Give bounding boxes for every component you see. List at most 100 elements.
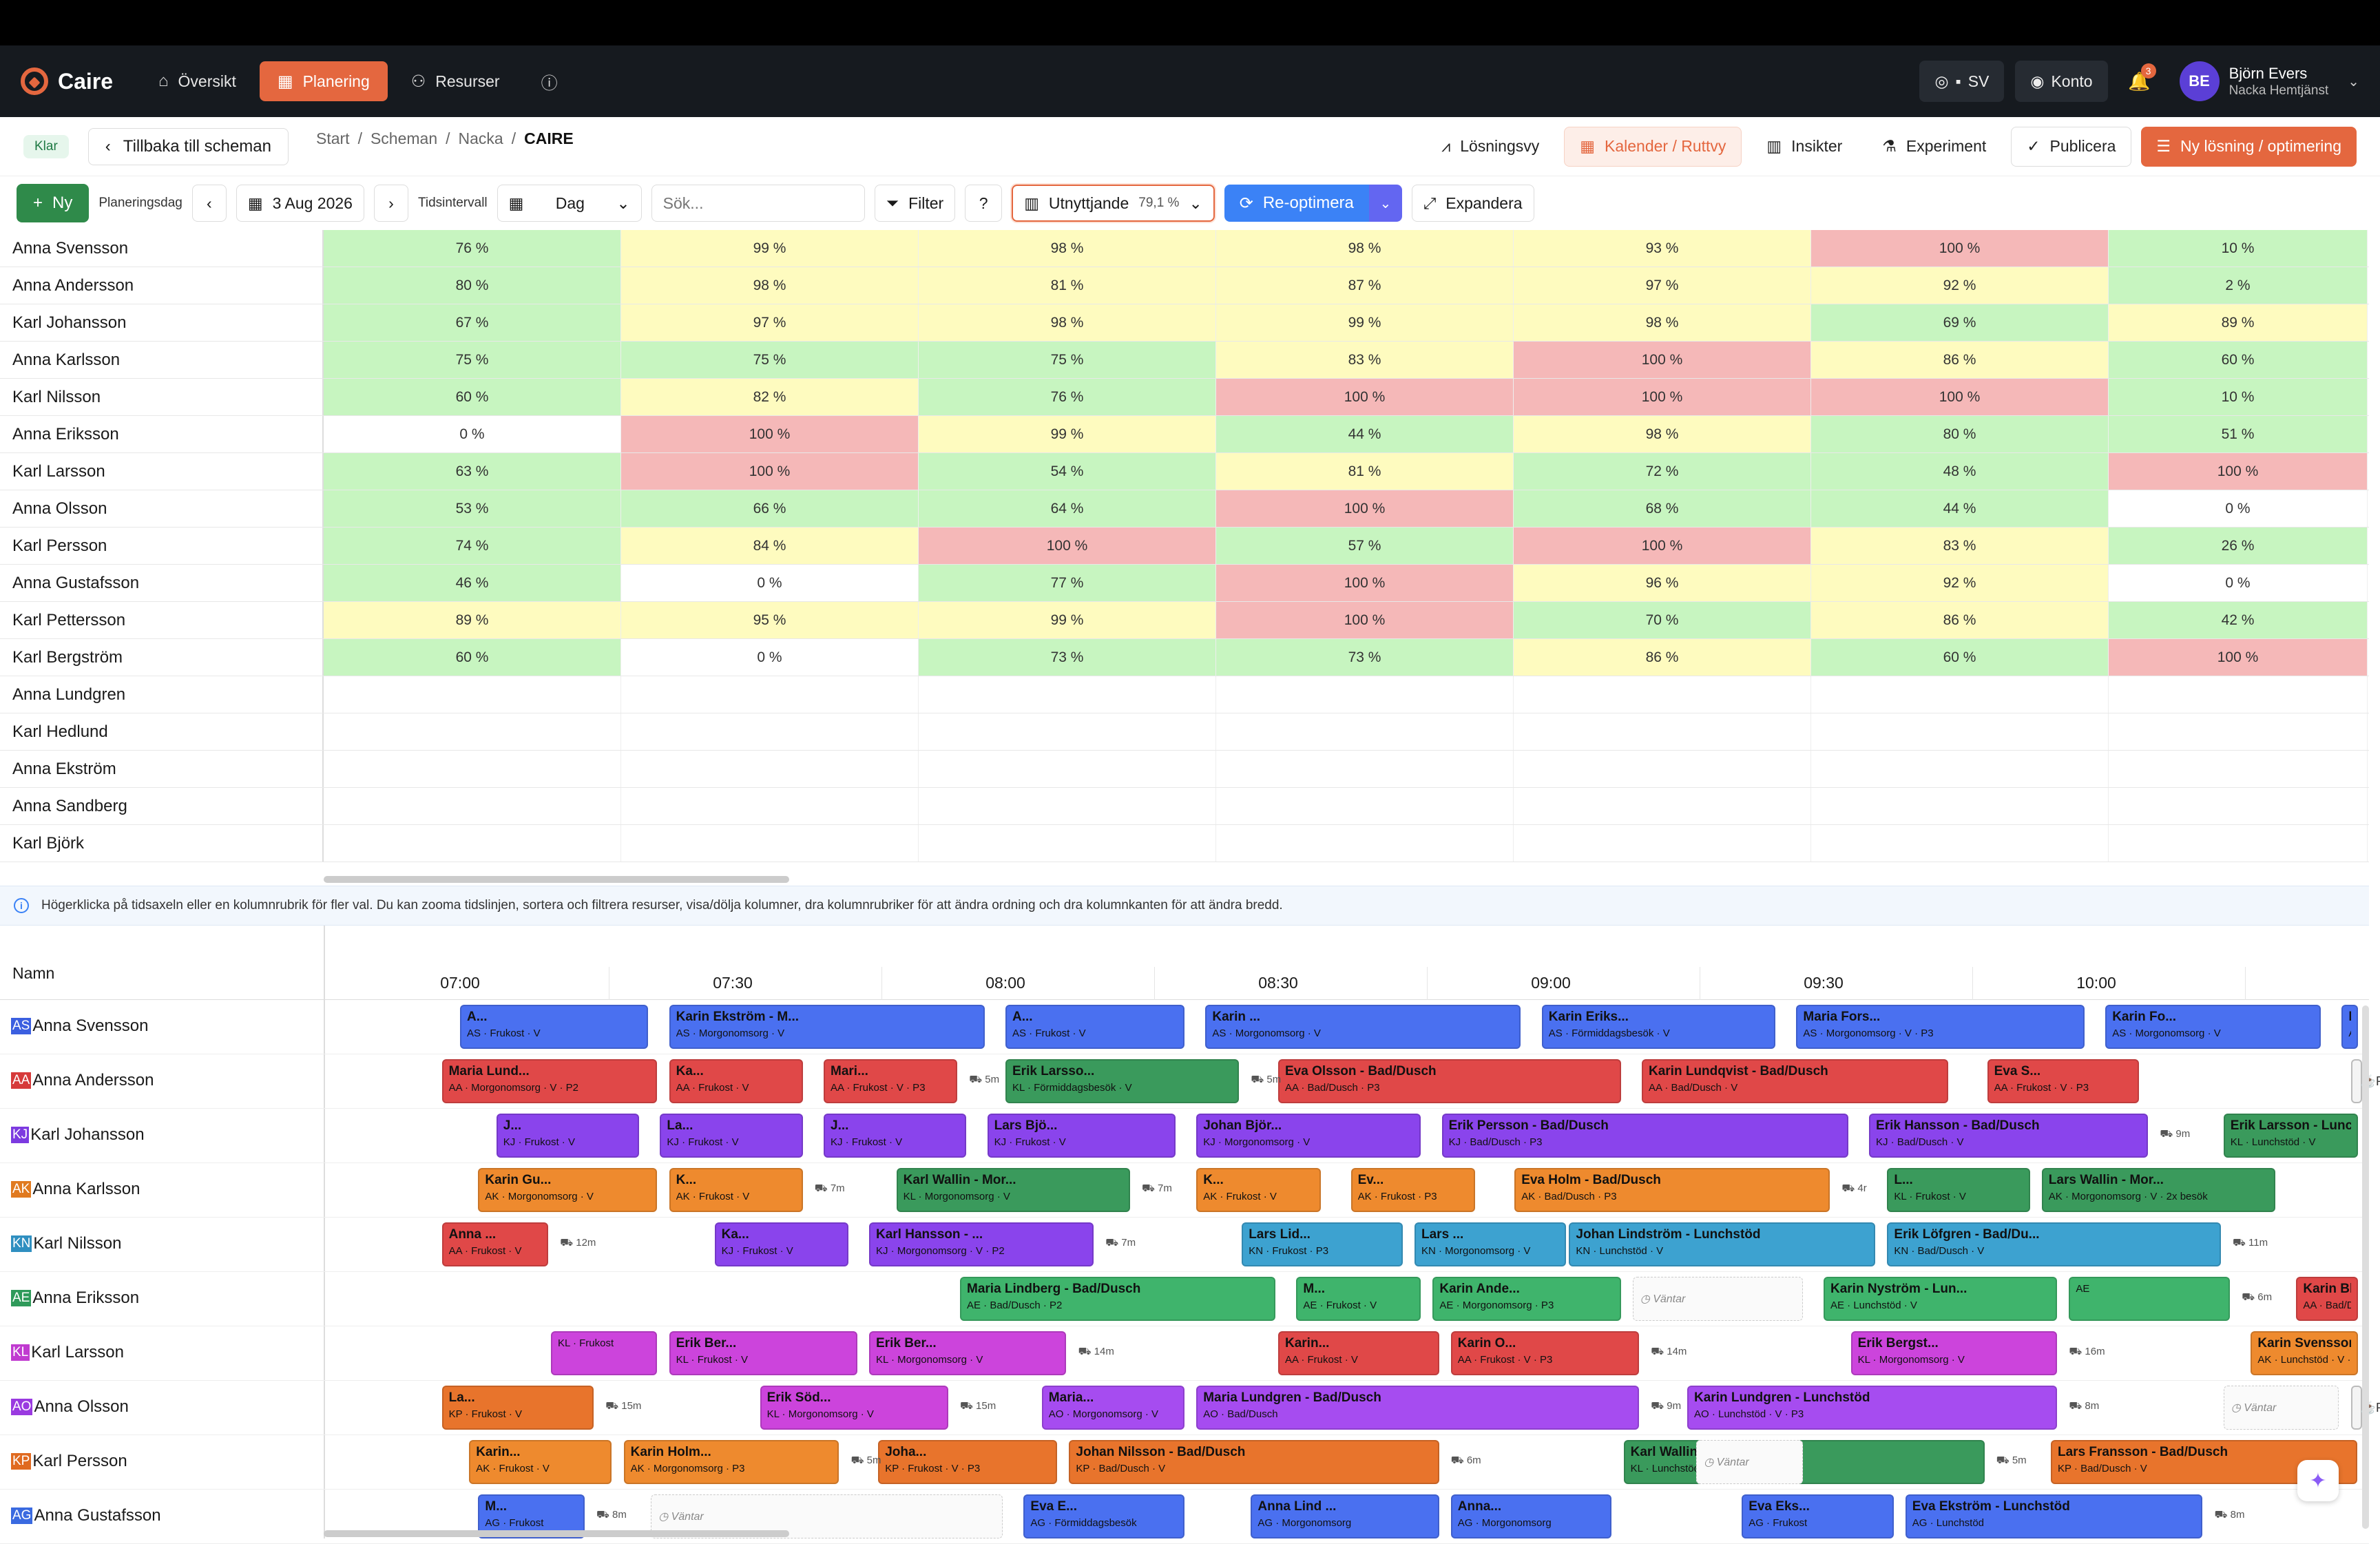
- app-logo[interactable]: Caire: [21, 67, 113, 95]
- heatmap-cell[interactable]: 87 %: [1216, 267, 1514, 304]
- heatmap-cell[interactable]: [919, 751, 1216, 787]
- heatmap-cell[interactable]: [1811, 713, 2109, 750]
- heatmap-cell[interactable]: 10 %: [2109, 379, 2368, 415]
- heatmap-cell[interactable]: 60 %: [2109, 342, 2368, 378]
- visit-block[interactable]: Lars ... KN · Morgonomsorg · V: [1415, 1222, 1567, 1266]
- notifications-button[interactable]: 🔔 3: [2119, 61, 2160, 102]
- insights-button[interactable]: ▥ Insikter: [1751, 127, 1857, 167]
- visit-block[interactable]: Karin Nyström - Lun... AE · Lunchstöd · V: [1824, 1277, 2058, 1321]
- heatmap-cell[interactable]: [1811, 825, 2109, 862]
- language-button[interactable]: ◎ ▪ SV: [1919, 61, 2005, 102]
- visit-block[interactable]: Johan Nilsson - Bad/Dusch KP · Bad/Dusch …: [1069, 1440, 1439, 1484]
- heatmap-cell[interactable]: 81 %: [919, 267, 1216, 304]
- time-tick-label[interactable]: 07:00: [440, 974, 480, 992]
- visit-block[interactable]: Erik Ber... KL · Frukost · V: [669, 1331, 857, 1375]
- visit-block[interactable]: Anna... AG · Morgonomsorg: [1450, 1494, 1612, 1538]
- visit-block[interactable]: KL · Frukost: [551, 1331, 658, 1375]
- heatmap-cell[interactable]: 76 %: [919, 379, 1216, 415]
- heatmap-cell[interactable]: 73 %: [1216, 639, 1514, 676]
- visit-block[interactable]: Erik Söd... KL · Morgonomsorg · V: [760, 1386, 948, 1430]
- search-input[interactable]: [651, 185, 865, 222]
- lane-resource-name[interactable]: AO Anna Olsson: [11, 1397, 129, 1417]
- time-tick-label[interactable]: 10:00: [2076, 974, 2116, 992]
- resource-name[interactable]: Anna Karlsson: [0, 342, 324, 378]
- visit-block[interactable]: Joha... KP · Frukost · V · P3: [878, 1440, 1058, 1484]
- lane-resource-name[interactable]: KP Karl Persson: [11, 1452, 127, 1471]
- heatmap-cell[interactable]: 83 %: [1216, 342, 1514, 378]
- reoptimize-button[interactable]: ⟳ Re-optimera: [1224, 185, 1369, 222]
- interval-select[interactable]: ▦ Dag ⌄: [497, 185, 642, 222]
- heatmap-cell[interactable]: 60 %: [324, 379, 621, 415]
- resource-name[interactable]: Karl Björk: [0, 825, 324, 862]
- heatmap-cell[interactable]: 86 %: [1811, 342, 2109, 378]
- heatmap-cell[interactable]: 100 %: [1514, 528, 1811, 564]
- date-picker[interactable]: ▦ 3 Aug 2026: [236, 185, 364, 222]
- heatmap-cell[interactable]: 0 %: [2109, 565, 2368, 601]
- heatmap-cell[interactable]: 67 %: [324, 304, 621, 341]
- resource-name[interactable]: Anna Svensson: [0, 230, 324, 267]
- breadcrumb-scheman[interactable]: Scheman: [370, 129, 438, 147]
- heatmap-cell[interactable]: 42 %: [2109, 602, 2368, 638]
- visit-block[interactable]: Anna Lind ... AG · Morgonomsorg: [1251, 1494, 1439, 1538]
- visit-block[interactable]: Eva Ekström - Bad/DuschAS · Bad/Dusch · …: [2341, 1005, 2358, 1049]
- lane-resource-name[interactable]: KJ Karl Johansson: [11, 1125, 145, 1145]
- heatmap-cell[interactable]: 98 %: [919, 304, 1216, 341]
- visit-block[interactable]: Eva Ekström - Lunchstöd AG · Lunchstöd: [1905, 1494, 2203, 1538]
- visit-block[interactable]: A... AS · Frukost · V: [1005, 1005, 1184, 1049]
- heatmap-cell[interactable]: [621, 788, 919, 824]
- visit-block[interactable]: Karin ... AS · Morgonomsorg · V: [1205, 1005, 1521, 1049]
- visit-block[interactable]: Karl Wallin - Lunchstöd KL · Lunchstöd · …: [1623, 1440, 1985, 1484]
- column-divider[interactable]: [324, 926, 325, 1538]
- resource-name[interactable]: Anna Andersson: [0, 267, 324, 304]
- resource-name[interactable]: Anna Lundgren: [0, 676, 324, 713]
- heatmap-cell[interactable]: 70 %: [1514, 602, 1811, 638]
- visit-block[interactable]: Karin Ande... AE · Morgonomsorg · P3: [1432, 1277, 1621, 1321]
- name-column-header[interactable]: Namn: [12, 964, 55, 982]
- heatmap-cell[interactable]: 48 %: [1811, 453, 2109, 490]
- heatmap-cell[interactable]: 100 %: [621, 416, 919, 452]
- visit-block[interactable]: Anna ... AA · Frukost · V: [441, 1222, 548, 1266]
- visit-block[interactable]: Eva Olsson - Bad/Dusch AA · Bad/Dusch · P…: [1278, 1059, 1621, 1103]
- heatmap-cell[interactable]: 100 %: [621, 453, 919, 490]
- heatmap-cell[interactable]: 76 %: [324, 230, 621, 267]
- heatmap-cell[interactable]: 98 %: [1514, 416, 1811, 452]
- horizontal-scrollbar[interactable]: [324, 876, 789, 883]
- solution-view-button[interactable]: ⩘ Lösningsvy: [1426, 127, 1554, 167]
- visit-block[interactable]: L... KL · Frukost · V: [1887, 1168, 2030, 1212]
- visit-block[interactable]: Eva E... AG · Förmiddagsbesök: [1023, 1494, 1184, 1538]
- visit-block[interactable]: Karin Eriks... AS · Förmiddagsbesök · V: [1541, 1005, 1775, 1049]
- visit-block[interactable]: Karin Lundgren - Lunchstöd AO · Lunchstöd…: [1687, 1386, 2058, 1430]
- heatmap-cell[interactable]: 73 %: [919, 639, 1216, 676]
- heatmap-cell[interactable]: 83 %: [1811, 528, 2109, 564]
- heatmap-cell[interactable]: [2109, 713, 2368, 750]
- heatmap-cell[interactable]: 92 %: [1811, 565, 2109, 601]
- visit-block[interactable]: Karin Holm... AK · Morgonomsorg · P3: [623, 1440, 839, 1484]
- visit-block[interactable]: Karin Ekström - M... AS · Morgonomsorg · …: [669, 1005, 985, 1049]
- new-solution-button[interactable]: ☰ Ny lösning / optimering: [2141, 126, 2357, 167]
- heatmap-cell[interactable]: [324, 676, 621, 713]
- visit-block[interactable]: Karin... AK · Frukost · V: [469, 1440, 612, 1484]
- heatmap-cell[interactable]: [324, 788, 621, 824]
- heatmap-cell[interactable]: [1216, 788, 1514, 824]
- heatmap-cell[interactable]: 60 %: [324, 639, 621, 676]
- heatmap-cell[interactable]: [1811, 788, 2109, 824]
- heatmap-cell[interactable]: 80 %: [324, 267, 621, 304]
- heatmap-cell[interactable]: 44 %: [1216, 416, 1514, 452]
- back-button[interactable]: ‹ Tillbaka till scheman: [87, 127, 289, 165]
- heatmap-cell[interactable]: [621, 676, 919, 713]
- heatmap-cell[interactable]: 100 %: [1514, 379, 1811, 415]
- visit-block[interactable]: Lars Lid... KN · Frukost · P3: [1242, 1222, 1403, 1266]
- previous-day-button[interactable]: ‹: [191, 185, 227, 222]
- visit-block[interactable]: Lars Bjö... KJ · Frukost · V: [987, 1114, 1176, 1158]
- heatmap-cell[interactable]: 100 %: [1514, 342, 1811, 378]
- heatmap-cell[interactable]: 81 %: [1216, 453, 1514, 490]
- heatmap-cell[interactable]: [1514, 713, 1811, 750]
- visit-block[interactable]: Karl Wallin - Mor... KL · Morgonomsorg · …: [896, 1168, 1130, 1212]
- visit-block[interactable]: A... AS · Frukost · V: [460, 1005, 649, 1049]
- visit-block[interactable]: Karl Hansson - ... KJ · Morgonomsorg · V …: [869, 1222, 1094, 1266]
- heatmap-cell[interactable]: 100 %: [1216, 490, 1514, 527]
- heatmap-cell[interactable]: 69 %: [1811, 304, 2109, 341]
- sparkle-assistant-button[interactable]: ✦: [2297, 1460, 2339, 1501]
- heatmap-cell[interactable]: [1514, 676, 1811, 713]
- heatmap-cell[interactable]: 86 %: [1811, 602, 2109, 638]
